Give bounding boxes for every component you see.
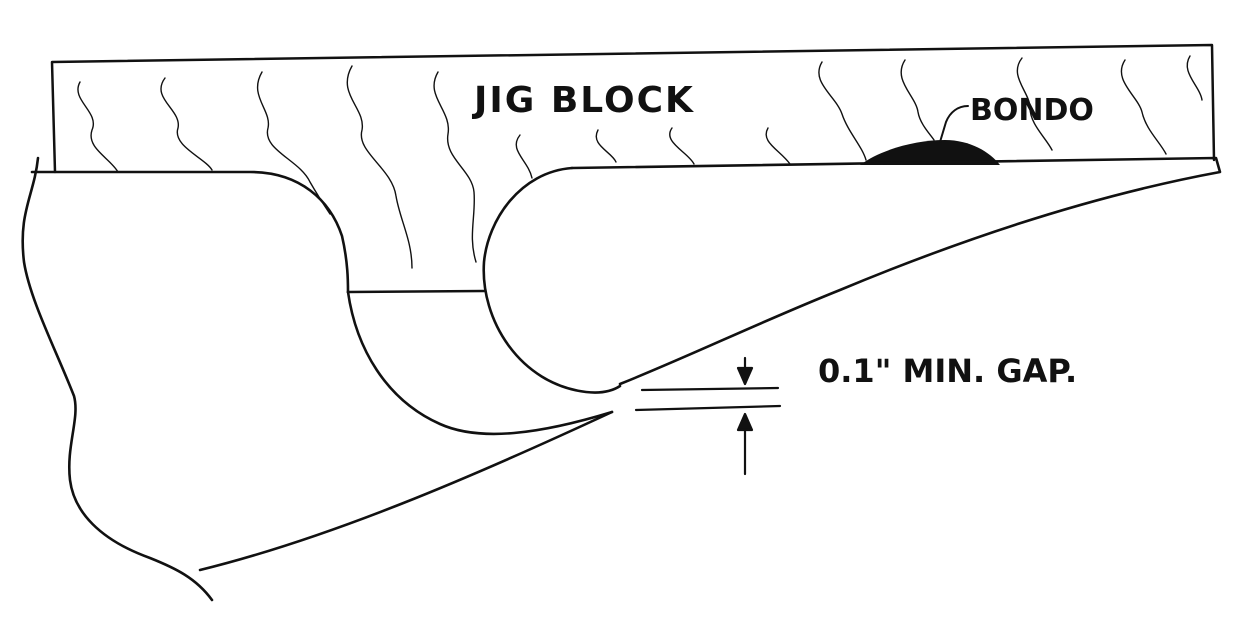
groove-bottom [346, 289, 486, 294]
lower-surface [198, 410, 614, 572]
jig-block-outline [50, 43, 1216, 174]
nose-curve [482, 166, 622, 394]
bondo-label: BONDO [970, 93, 1094, 128]
top-surface-left [30, 170, 350, 294]
part-profile [21, 156, 1222, 602]
jig-block-label: JIG BLOCK [471, 80, 695, 121]
bondo-callout: BONDO [860, 93, 1094, 165]
slot-curve [346, 290, 614, 436]
gap-lower-extension [634, 404, 782, 412]
jig-block: JIG BLOCK [50, 43, 1216, 269]
gap-label: 0.1" MIN. GAP. [818, 352, 1077, 390]
bondo-leader [939, 105, 969, 143]
gap-upper-extension [640, 386, 780, 392]
gap-dimension [634, 356, 782, 476]
top-surface-right [570, 156, 1222, 386]
gap-lower-arrowhead [736, 412, 754, 432]
broken-edge [21, 156, 214, 602]
wood-grain [77, 55, 1203, 269]
gap-upper-arrowhead [736, 366, 754, 386]
bondo-blob [860, 140, 1000, 165]
